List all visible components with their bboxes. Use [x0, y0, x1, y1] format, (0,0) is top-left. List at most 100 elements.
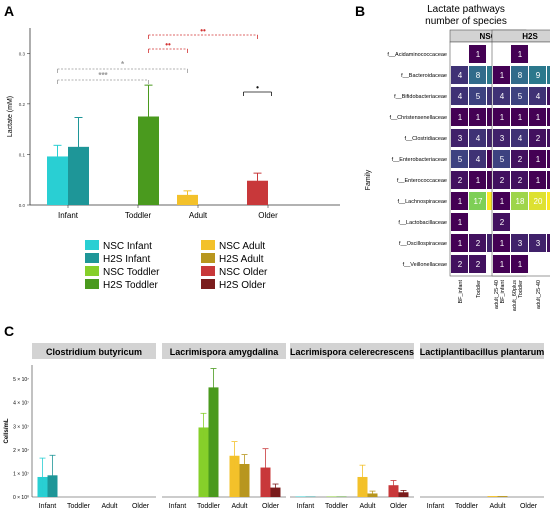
heatmap-row-label: f__Bacteroidaceae: [401, 73, 447, 79]
heatmap-cell-value: 1: [500, 260, 505, 269]
heatmap-col-label: adult_25-40: [494, 280, 500, 309]
heatmap-cell: [547, 150, 550, 168]
heatmap-cell: [547, 234, 550, 252]
x-tick-label: Adult: [360, 503, 376, 510]
x-tick-label: Toddler: [67, 503, 91, 510]
y-tick-label: 0.1: [19, 152, 26, 157]
heatmap-cell: [469, 129, 486, 147]
x-tick-label: Older: [258, 211, 278, 220]
heatmap-cell-value: 2: [500, 218, 505, 227]
significance-label: •: [256, 83, 259, 92]
heatmap-cell: [493, 213, 510, 231]
legend-swatch: [201, 253, 215, 263]
bar: [497, 496, 508, 497]
heatmap-cell-value: 4: [476, 155, 481, 164]
panel-a-lactate-chart: 0.0 0.1 0.2 0.3 Lactate (mM) Infant Toddler Adu…: [7, 26, 340, 220]
facet-strip: [32, 343, 156, 359]
legend-label: NSC Toddler: [103, 267, 160, 278]
heatmap-row-label: f__Acidaminococcaceae: [387, 52, 447, 58]
x-tick-label: Toddler: [197, 503, 221, 510]
heatmap-cell-value: 2: [518, 176, 523, 185]
legend-label: H2S Toddler: [103, 280, 159, 291]
bar: [270, 487, 281, 497]
heatmap-row-label: f__Bifidobacteriaceae: [394, 94, 447, 100]
heatmap-cell: [511, 192, 528, 210]
heatmap-cell: [451, 171, 468, 189]
heatmap-cell-value: 1: [458, 197, 463, 206]
heatmap-cell: [493, 66, 510, 84]
heatmap-col-label: adult_60plus: [512, 280, 518, 311]
heatmap-cell-value: 5: [476, 92, 481, 101]
heatmap-cell-value: 1: [536, 176, 541, 185]
y-tick-label: 1 × 10⁷: [13, 471, 29, 477]
heatmap-col-label: Toddler: [476, 280, 482, 298]
bar: [239, 464, 250, 497]
bar: [336, 496, 347, 498]
y-tick-label: 5 × 10⁷: [13, 377, 29, 383]
heatmap-cell: [529, 192, 546, 210]
heatmap-cell: [511, 129, 528, 147]
heatmap-cell-value: 4: [458, 71, 463, 80]
heatmap-cell: [451, 108, 468, 126]
heatmap-cell: [547, 87, 550, 105]
heatmap-cell-value: 1: [458, 218, 463, 227]
heatmap-cell-value: 3: [500, 134, 505, 143]
x-tick-label: Infant: [39, 503, 57, 510]
y-tick-label: 0.3: [19, 51, 26, 56]
heatmap-cell-value: 4: [518, 134, 523, 143]
legend-swatch: [201, 279, 215, 289]
heatmap-cell: [469, 255, 486, 273]
facet-title: Clostridium butyricum: [46, 347, 142, 357]
legend-label: NSC Adult: [219, 241, 265, 252]
facet-strip: [290, 343, 414, 359]
heatmap-cell-value: 3: [518, 239, 523, 248]
heatmap-cell-value: 4: [536, 92, 541, 101]
heatmap-cell-value: 1: [536, 113, 541, 122]
x-tick-label: Infant: [427, 503, 445, 510]
heatmap-cell: [451, 192, 468, 210]
heatmap-cell: [511, 108, 528, 126]
bar-nsc-older: [247, 180, 268, 205]
bar-h2s-toddler: [138, 116, 159, 205]
heatmap-cell-value: 2: [458, 176, 463, 185]
bar-nsc-infant: [47, 156, 68, 205]
panel-label-b: B: [355, 3, 365, 19]
heatmap-cell: [547, 129, 550, 147]
x-tick-label: Toddler: [325, 503, 349, 510]
heatmap-cell-value: 1: [518, 113, 523, 122]
heatmap-col-label: BF_infant: [500, 280, 506, 304]
heatmap-cell-value: 1: [500, 239, 505, 248]
bar: [398, 492, 409, 497]
heatmap-cell: [451, 255, 468, 273]
heatmap-cell: [451, 66, 468, 84]
heatmap-col-label: adult_25-40: [536, 280, 542, 309]
heatmap-cell-value: 2: [476, 260, 481, 269]
heatmap-cell: [469, 171, 486, 189]
bar: [305, 496, 316, 498]
legend-swatch: [85, 253, 99, 263]
heatmap-cell: [451, 129, 468, 147]
x-tick-label: Infant: [297, 503, 315, 510]
heatmap-cell-value: 1: [458, 113, 463, 122]
x-tick-label: Adult: [232, 503, 248, 510]
heatmap-cell: [493, 108, 510, 126]
heatmap-cell: [529, 87, 546, 105]
legend-label: NSC Infant: [103, 241, 152, 252]
heatmap-cell-value: 3: [536, 239, 541, 248]
bar: [326, 496, 337, 498]
heatmap-cell-value: 5: [500, 155, 505, 164]
x-tick-label: Older: [132, 503, 150, 510]
heatmap-cell-value: 5: [458, 155, 463, 164]
heatmap-cell-value: 1: [476, 50, 481, 59]
heatmap-facet-title: H2S: [522, 32, 538, 41]
heatmap-cell: [511, 66, 528, 84]
heatmap-cell-value: 2: [476, 239, 481, 248]
heatmap-cell: [511, 171, 528, 189]
heatmap-col-label: Toddler: [518, 280, 524, 298]
heatmap-title-line: number of species: [425, 16, 507, 27]
bar: [487, 496, 498, 497]
bar: [295, 496, 306, 498]
legend-label: H2S Older: [219, 280, 266, 291]
heatmap-cell: [469, 87, 486, 105]
